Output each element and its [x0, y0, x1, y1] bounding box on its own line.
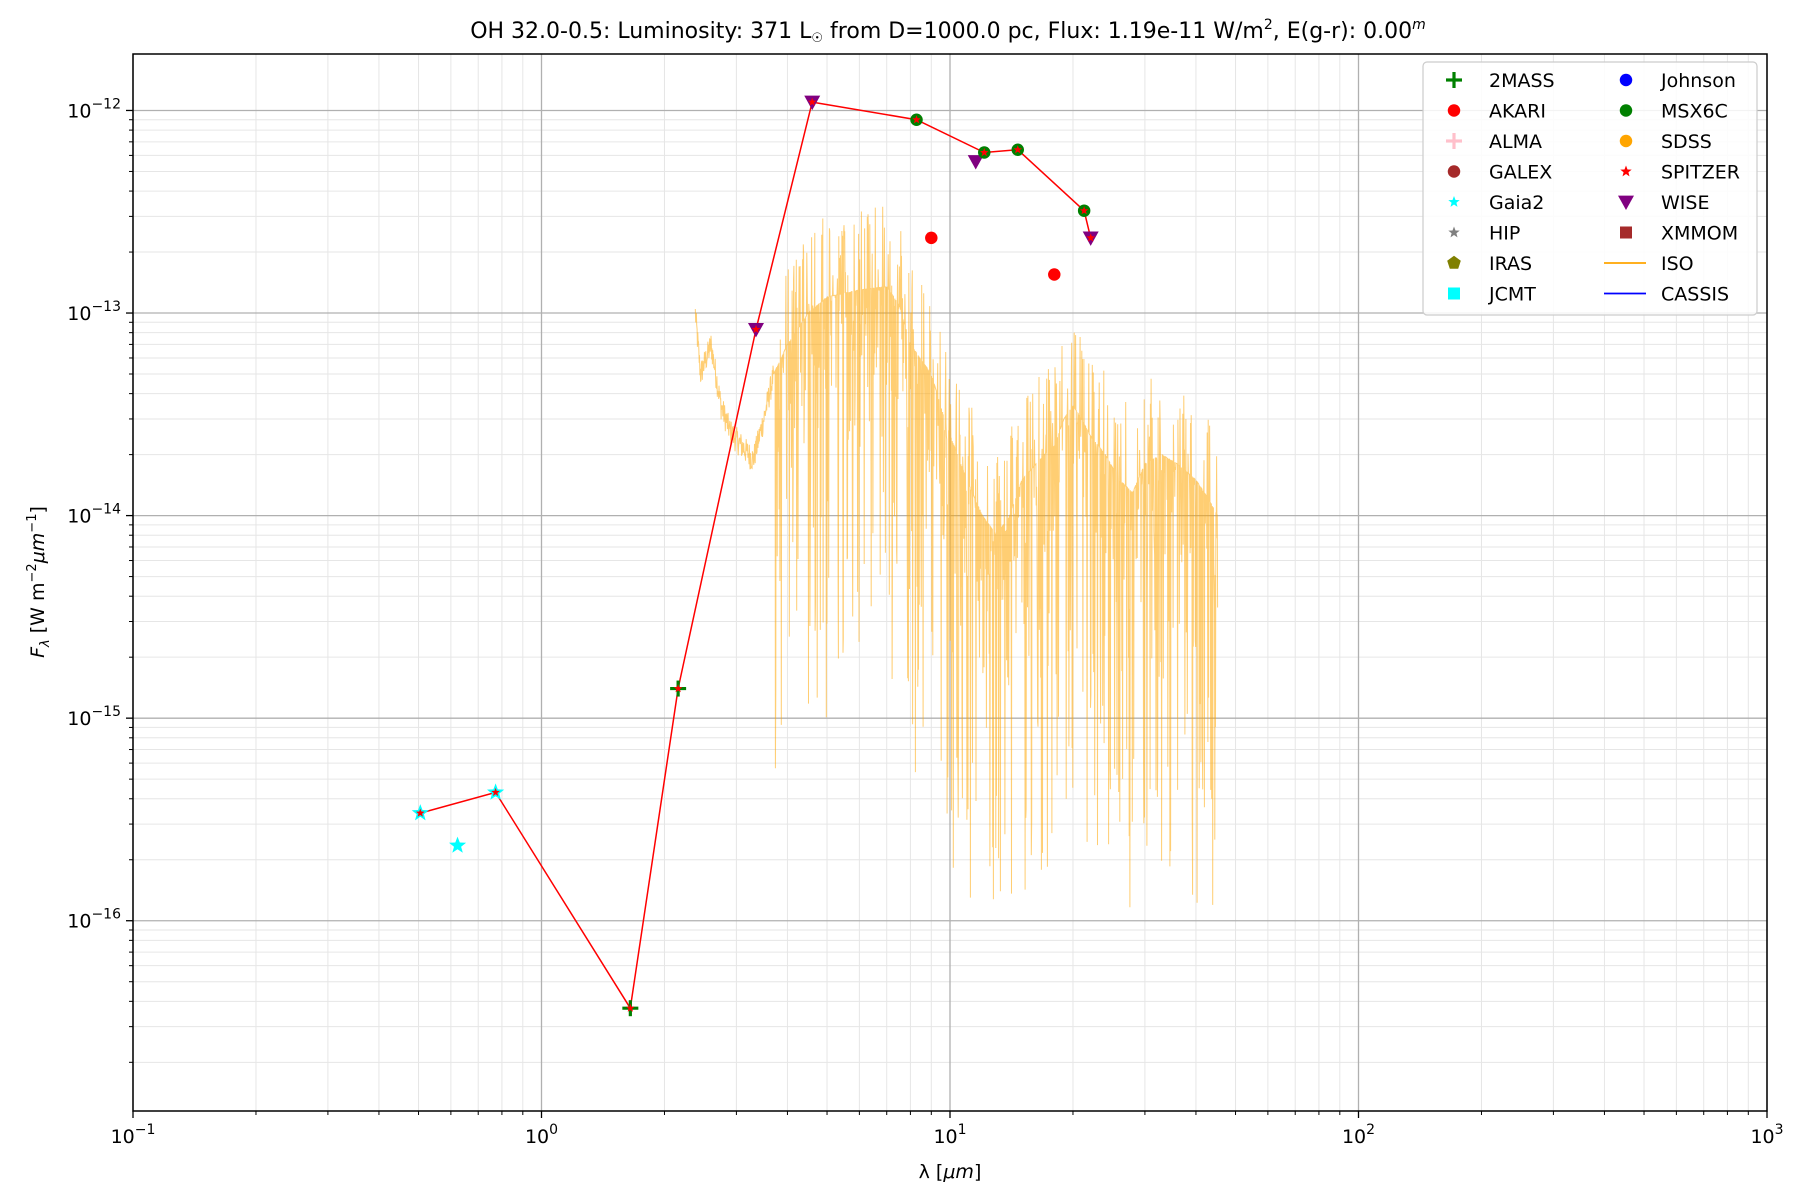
legend-box: [1422, 61, 1758, 316]
y-tick-label: 10−13: [67, 299, 121, 325]
legend-marker-akari: [1447, 104, 1461, 117]
sed-vertex-marker: [416, 808, 425, 817]
sed-vertex-marker: [751, 324, 761, 334]
legend-label-cassis: CASSIS: [1661, 284, 1729, 306]
legend-marker-alma: [1446, 133, 1462, 149]
akari-point: [925, 231, 938, 245]
x-tick-label: 101: [933, 1122, 966, 1148]
y-tick-label: 10−14: [67, 502, 121, 528]
y-tick-label: 10−15: [67, 704, 121, 730]
legend-label-iras: IRAS: [1489, 253, 1532, 275]
legend-marker-xmmom: [1620, 226, 1632, 239]
sed-vertex-marker: [980, 148, 989, 157]
gaia2-point: [449, 836, 467, 853]
legend-label-spitzer: SPITZER: [1661, 162, 1740, 184]
legend-label-wise: WISE: [1661, 192, 1709, 214]
legend-label-gaia2: Gaia2: [1489, 192, 1544, 214]
chart-title: OH 32.0-0.5: Luminosity: 371 L☉ from D=1…: [470, 17, 1426, 46]
x-tick-label: 10−1: [111, 1122, 156, 1148]
y-tick-label: 10−12: [67, 96, 121, 122]
legend: 2MASS Johnson AKARI MSX6C ALMA SDSS GALEX SPITZ…: [1422, 61, 1758, 316]
sed-vertex-marker: [1086, 233, 1095, 242]
iso-spectrum-line: [694, 206, 1219, 908]
axis-ticks: 10−1 100 101 102 103 10−16 10−15 10−14 10−13 10−1…: [67, 96, 1783, 1148]
legend-marker-galex: [1447, 165, 1461, 178]
sed-vertex-marker: [626, 1003, 635, 1012]
sed-vertex-marker: [491, 787, 500, 797]
legend-label-msx6c: MSX6C: [1661, 101, 1728, 123]
wise-point: [967, 155, 984, 170]
legend-marker-jcmt: [1448, 287, 1460, 300]
sed-vertex-marker: [673, 684, 683, 693]
sed-vertex-marker: [808, 97, 817, 106]
sed-vertex-marker: [912, 115, 921, 124]
y-tick-label: 10−16: [67, 907, 121, 933]
sed-vertex-marker: [1079, 206, 1089, 215]
sed-vertex-marker: [1013, 145, 1022, 154]
legend-marker-gaia2: [1448, 196, 1460, 207]
legend-label-galex: GALEX: [1489, 162, 1552, 184]
legend-label-alma: ALMA: [1489, 131, 1542, 153]
legend-marker-johnson: [1619, 73, 1633, 87]
legend-marker-msx6c: [1619, 104, 1633, 117]
y-axis-label: Fλ [W m−2μm−1]: [25, 506, 53, 658]
legend-marker-wise: [1618, 195, 1634, 210]
legend-label-2mass: 2MASS: [1489, 70, 1555, 92]
legend-marker-iras: [1447, 255, 1461, 269]
legend-label-jcmt: JCMT: [1488, 284, 1536, 306]
x-tick-label: 100: [525, 1122, 558, 1148]
legend-label-hip: HIP: [1489, 223, 1520, 245]
x-axis-label: λ [μm]: [919, 1161, 982, 1183]
legend-label-johnson: Johnson: [1660, 70, 1736, 92]
legend-label-xmmom: XMMOM: [1661, 223, 1738, 245]
photometry-markers: [411, 95, 1099, 1017]
x-tick-label: 103: [1750, 1122, 1783, 1148]
iso-spectrum: [694, 206, 1219, 908]
x-tick-label: 102: [1342, 1122, 1375, 1148]
legend-marker-spitzer: [1620, 165, 1632, 177]
legend-label-sdss: SDSS: [1661, 131, 1712, 153]
legend-marker-2mass: [1446, 72, 1462, 88]
akari-point: [1048, 268, 1061, 281]
legend-marker-sdss: [1619, 134, 1633, 148]
legend-marker-hip: [1448, 226, 1460, 238]
legend-label-akari: AKARI: [1489, 101, 1546, 123]
legend-label-iso: ISO: [1661, 253, 1694, 275]
